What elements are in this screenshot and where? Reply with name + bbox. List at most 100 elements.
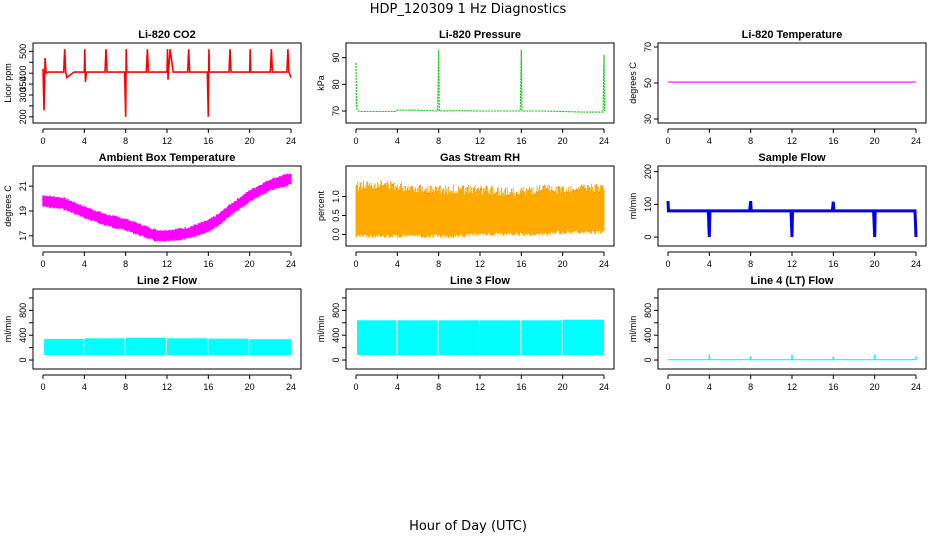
chart-title: Li-820 Pressure: [439, 29, 521, 41]
x-tick-label: 8: [436, 136, 441, 146]
flow-block: [480, 320, 521, 356]
plot-area: [666, 200, 918, 238]
y-axis-label: Licor ppm: [3, 63, 13, 103]
x-tick-label: 20: [245, 136, 255, 146]
y-axis-label: ml/min: [628, 316, 638, 343]
plot-area: [355, 49, 606, 113]
flow-block: [44, 338, 84, 356]
y-tick-label: 350: [18, 77, 28, 92]
plot-frame: [32, 165, 302, 247]
plot-area: [355, 180, 605, 239]
chart-title: Li-820 Temperature: [742, 29, 843, 41]
chart-panel: Sample Flow 0 4 8 12 16 20 24 0 100 200 ml/min: [628, 152, 927, 269]
x-tick-label: 8: [436, 382, 441, 392]
x-tick-label: 0: [665, 136, 670, 146]
x-tick-label: 0: [353, 382, 358, 392]
chart-panel: Ambient Box Temperature 0 4 8 12 16 20 24 17 19 21…: [3, 152, 302, 269]
chart-title: Line 3 Flow: [450, 275, 510, 287]
flow-block: [438, 320, 479, 356]
y-axis-label: degrees C: [628, 62, 638, 104]
y-tick-label: 50: [643, 78, 653, 88]
y-axis-label: ml/min: [3, 316, 13, 343]
flow-block: [167, 338, 208, 356]
chart-title: Line 4 (LT) Flow: [751, 275, 834, 287]
x-tick-label: 24: [599, 136, 609, 146]
plot-area: [44, 337, 291, 356]
x-tick-label: 16: [828, 382, 838, 392]
y-tick-label: 800: [331, 303, 341, 318]
y-tick-label: 90: [331, 53, 341, 63]
x-tick-label: 0: [665, 382, 670, 392]
x-tick-label: 4: [82, 382, 87, 392]
y-tick-label: 1.0: [331, 190, 341, 203]
x-tick-label: 12: [787, 136, 797, 146]
chart-panel: Li-820 Temperature 0 4 8 12 16 20 24 30 50 70 degre…: [628, 29, 927, 146]
x-tick-label: 24: [599, 259, 609, 269]
y-tick-label: 400: [18, 66, 28, 81]
x-tick-label: 20: [558, 136, 568, 146]
series-line: [666, 200, 918, 238]
x-tick-label: 0: [353, 259, 358, 269]
x-tick-label: 0: [40, 259, 45, 269]
x-tick-label: 4: [395, 259, 400, 269]
x-tick-label: 12: [787, 382, 797, 392]
plot-frame: [657, 165, 927, 247]
x-tick-label: 12: [162, 382, 172, 392]
y-tick-label: 0: [643, 235, 653, 240]
chart-title: Line 2 Flow: [137, 275, 197, 287]
series-points-outline: [356, 180, 605, 197]
x-tick-label: 20: [245, 259, 255, 269]
x-tick-label: 24: [911, 136, 921, 146]
x-tick-label: 16: [203, 259, 213, 269]
x-tick-label: 12: [475, 136, 485, 146]
y-tick-label: 17: [18, 231, 28, 241]
plot-area: [42, 49, 292, 117]
y-tick-label: 21: [18, 181, 28, 191]
y-axis-label: degrees C: [3, 185, 13, 227]
x-tick-label: 24: [911, 382, 921, 392]
x-tick-label: 12: [475, 382, 485, 392]
x-tick-label: 20: [870, 136, 880, 146]
y-tick-label: 800: [643, 303, 653, 318]
plot-frame: [32, 42, 302, 124]
chart-panel: Line 2 Flow 0 4 8 12 16 20 24 0 400 800 ml/min: [3, 275, 302, 392]
y-tick-label: 0: [643, 358, 653, 363]
figure-title: HDP_120309 1 Hz Diagnostics: [369, 2, 567, 17]
y-tick-label: 800: [18, 303, 28, 318]
chart-title: Li-820 CO2: [138, 29, 195, 41]
series-points: [355, 180, 605, 239]
y-tick-label: 19: [18, 206, 28, 216]
x-tick-label: 8: [123, 259, 128, 269]
x-tick-label: 12: [475, 259, 485, 269]
x-tick-label: 0: [40, 136, 45, 146]
y-tick-label: 100: [643, 197, 653, 212]
y-tick-label: 0: [331, 358, 341, 363]
y-tick-label: 400: [643, 328, 653, 343]
x-tick-label: 4: [707, 136, 712, 146]
x-tick-label: 20: [870, 382, 880, 392]
x-tick-label: 12: [787, 259, 797, 269]
x-tick-label: 16: [516, 259, 526, 269]
y-axis-label: ml/min: [316, 316, 326, 343]
flow-block: [562, 319, 604, 356]
y-tick-label: 70: [331, 106, 341, 116]
x-tick-label: 16: [828, 259, 838, 269]
plot-frame: [345, 165, 615, 247]
x-tick-label: 24: [599, 382, 609, 392]
x-tick-label: 4: [395, 382, 400, 392]
x-tick-label: 4: [82, 136, 87, 146]
x-tick-label: 4: [707, 259, 712, 269]
y-tick-label: 400: [331, 328, 341, 343]
flow-block: [249, 339, 291, 356]
chart-title: Ambient Box Temperature: [99, 152, 236, 164]
y-tick-label: 200: [643, 164, 653, 179]
x-tick-label: 4: [707, 382, 712, 392]
flow-block: [357, 320, 397, 356]
x-tick-label: 0: [40, 382, 45, 392]
plot-frame: [345, 288, 615, 370]
x-tick-label: 20: [870, 259, 880, 269]
flow-block: [208, 338, 249, 356]
flow-block: [84, 338, 125, 356]
